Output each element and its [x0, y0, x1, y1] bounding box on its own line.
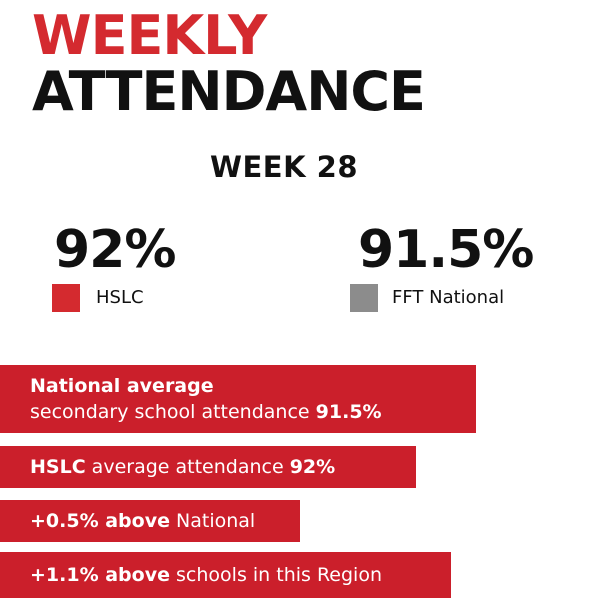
hslc-legend-swatch: [52, 284, 80, 312]
above-national-text: National: [169, 510, 256, 532]
above-region-lead: +1.1% above: [30, 564, 170, 586]
national-average-heading: National average: [30, 375, 214, 397]
hslc-average-text: average attendance: [85, 456, 290, 478]
hslc-average-lead: HSLC: [30, 456, 86, 478]
national-average-banner: National average secondary school attend…: [0, 365, 476, 433]
hslc-average-banner: HSLC average attendance 92%: [0, 446, 416, 488]
national-average-value: 91.5%: [315, 401, 382, 423]
above-national-lead: +0.5% above: [30, 510, 170, 532]
national-legend-label: FFT National: [392, 287, 505, 308]
above-national-banner: +0.5% above National: [0, 500, 300, 542]
hslc-legend-label: HSLC: [96, 287, 144, 308]
hslc-attendance-value: 92%: [54, 220, 176, 280]
title-weekly: WEEKLY: [32, 4, 267, 67]
above-region-text: schools in this Region: [169, 564, 382, 586]
national-legend-swatch: [350, 284, 378, 312]
national-attendance-value: 91.5%: [358, 220, 534, 280]
above-region-banner: +1.1% above schools in this Region: [0, 552, 451, 598]
national-average-text: secondary school attendance: [30, 401, 316, 423]
week-label: WEEK 28: [209, 150, 359, 184]
title-attendance: ATTENDANCE: [32, 60, 426, 123]
hslc-average-value: 92%: [289, 456, 336, 478]
